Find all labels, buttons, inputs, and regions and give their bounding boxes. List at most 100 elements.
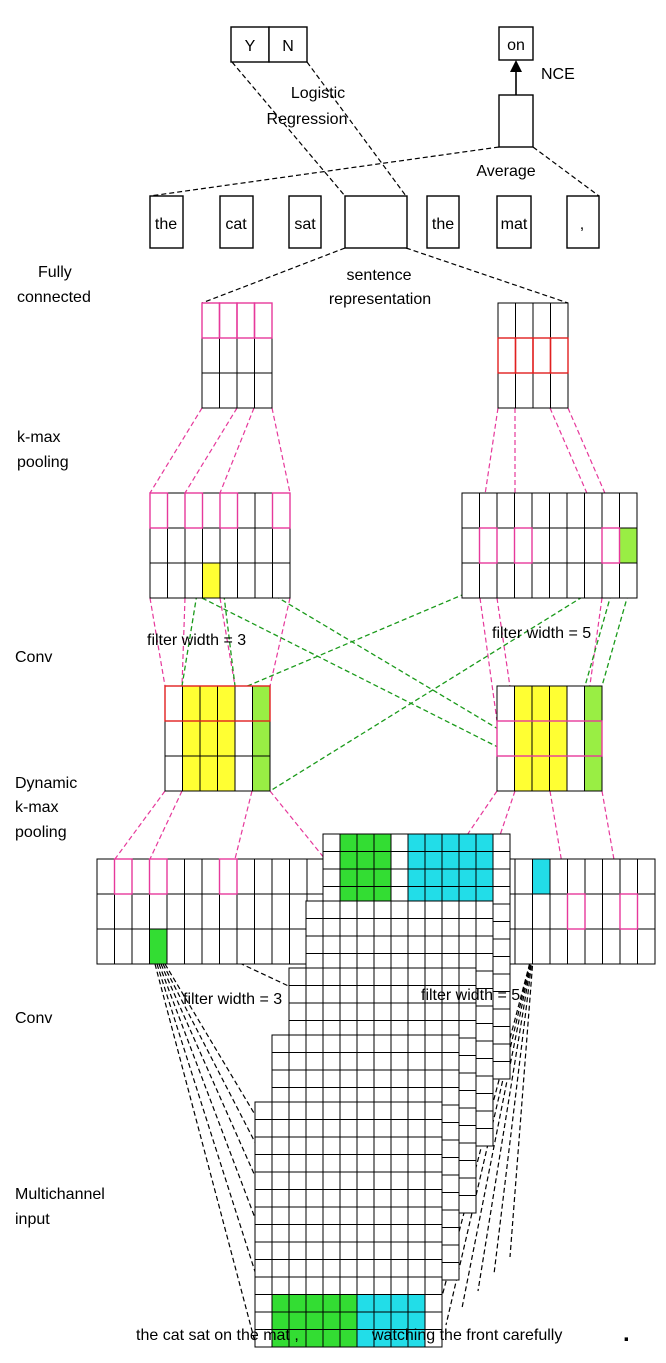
input-cell: [322, 1119, 341, 1138]
grid-cell: [184, 858, 203, 895]
input-cell: [322, 1154, 341, 1173]
input-cell: [339, 985, 358, 1004]
input-cell: [305, 1154, 324, 1173]
input-cell: [356, 1171, 375, 1190]
grid-cell: [236, 893, 255, 930]
input-cell: [254, 1189, 273, 1208]
grid-cell: [584, 527, 603, 564]
grid-cell: [496, 755, 515, 792]
input-cell: [390, 935, 409, 954]
input-cell: [407, 1294, 426, 1313]
input-cell: [322, 1101, 341, 1120]
grid-cell: [531, 685, 550, 722]
highlight-outline: [164, 685, 271, 722]
dashed-connection: [219, 597, 236, 687]
grid-cell: [532, 928, 551, 965]
sentence-label: sentence: [347, 267, 412, 284]
grid-cell: [497, 337, 516, 374]
dashed-connection: [231, 61, 346, 197]
input-cell: [407, 1154, 426, 1173]
dashed-connection: [156, 963, 273, 1326]
dashed-connection: [532, 146, 600, 197]
input-cell: [492, 1026, 511, 1045]
input-cell: [339, 1034, 358, 1053]
input-cell: [288, 1002, 307, 1021]
input-cell: [356, 868, 375, 887]
input-cell: [373, 1224, 392, 1243]
input-cell: [492, 886, 511, 905]
dynamic-kmax-label: Dynamic: [15, 775, 77, 792]
representation-label: representation: [329, 291, 431, 308]
grid-cell: [602, 928, 621, 965]
input-cell: [441, 1002, 460, 1021]
context-word: sat: [294, 216, 316, 233]
input-channel-layer: [254, 1101, 443, 1348]
input-cell: [322, 1171, 341, 1190]
input-cell: [356, 1206, 375, 1225]
grid-cell: [584, 755, 603, 792]
input-cell: [271, 1224, 290, 1243]
input-cell: [271, 1034, 290, 1053]
highlight-outline: [113, 858, 133, 895]
input-cell: [305, 1119, 324, 1138]
word-box: [219, 195, 254, 249]
input-cell: [288, 1206, 307, 1225]
grid-cell: [515, 302, 534, 339]
grid-cell: [584, 492, 603, 529]
input-cell: [322, 1311, 341, 1330]
input-cell: [356, 900, 375, 919]
input-cell: [424, 1189, 443, 1208]
input-cell: [356, 1052, 375, 1071]
input-cell: [339, 1069, 358, 1088]
dashed-connection: [601, 790, 621, 895]
input-cell: [322, 851, 341, 870]
grid-cell: [601, 527, 620, 564]
input-cell: [254, 1101, 273, 1120]
word-box: [288, 195, 322, 249]
input-cell: [322, 833, 341, 852]
input-cell: [458, 1037, 477, 1056]
grid-cell: [567, 893, 586, 930]
grid-cell: [252, 685, 271, 722]
input-cell: [390, 918, 409, 937]
input-cell: [339, 918, 358, 937]
grid-cell: [496, 685, 515, 722]
input-cell: [424, 918, 443, 937]
input-cell: [458, 833, 477, 852]
grid-cell: [96, 893, 115, 930]
grid-cell: [514, 893, 533, 930]
grid-cell: [219, 337, 238, 374]
context-word: the: [432, 216, 454, 233]
grid-cell: [532, 372, 551, 409]
grid-cell: [184, 893, 203, 930]
grid-cell: [149, 928, 168, 965]
input-cell: [390, 1189, 409, 1208]
grid-cell: [531, 562, 550, 599]
grid-cell: [202, 562, 221, 599]
input-cell: [305, 1034, 324, 1053]
input-cell: [492, 921, 511, 940]
dashed-connection: [584, 562, 621, 687]
input-cell: [407, 918, 426, 937]
input-cell: [441, 935, 460, 954]
nce-target-cell: [498, 26, 534, 61]
input-cell: [458, 1002, 477, 1021]
grid-cell: [149, 893, 168, 930]
input-cell: [475, 918, 494, 937]
nce-output: on NCE Average: [476, 26, 575, 180]
input-cell: [271, 1101, 290, 1120]
input-cell: [492, 868, 511, 887]
input-cell: [288, 1259, 307, 1278]
grid-cell: [219, 372, 238, 409]
grid-cell: [131, 893, 150, 930]
fully-connected-label: Fully: [38, 264, 72, 281]
input-cell: [305, 1241, 324, 1260]
filter-width-label: filter width = 3: [147, 632, 246, 649]
input-cell: [288, 1101, 307, 1120]
grid-cell: [254, 527, 273, 564]
input-cell: [322, 918, 341, 937]
input-cell: [390, 1136, 409, 1155]
grid-cell: [167, 492, 186, 529]
input-cell: [288, 1119, 307, 1138]
input-cell: [339, 1259, 358, 1278]
